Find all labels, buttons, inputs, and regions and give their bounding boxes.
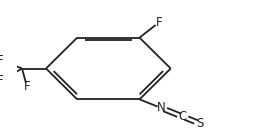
Text: F: F: [0, 54, 4, 67]
Text: S: S: [197, 117, 204, 130]
Text: C: C: [179, 110, 187, 123]
Text: F: F: [0, 74, 4, 87]
Text: F: F: [24, 80, 30, 93]
Text: N: N: [157, 102, 166, 115]
Text: F: F: [155, 16, 162, 29]
